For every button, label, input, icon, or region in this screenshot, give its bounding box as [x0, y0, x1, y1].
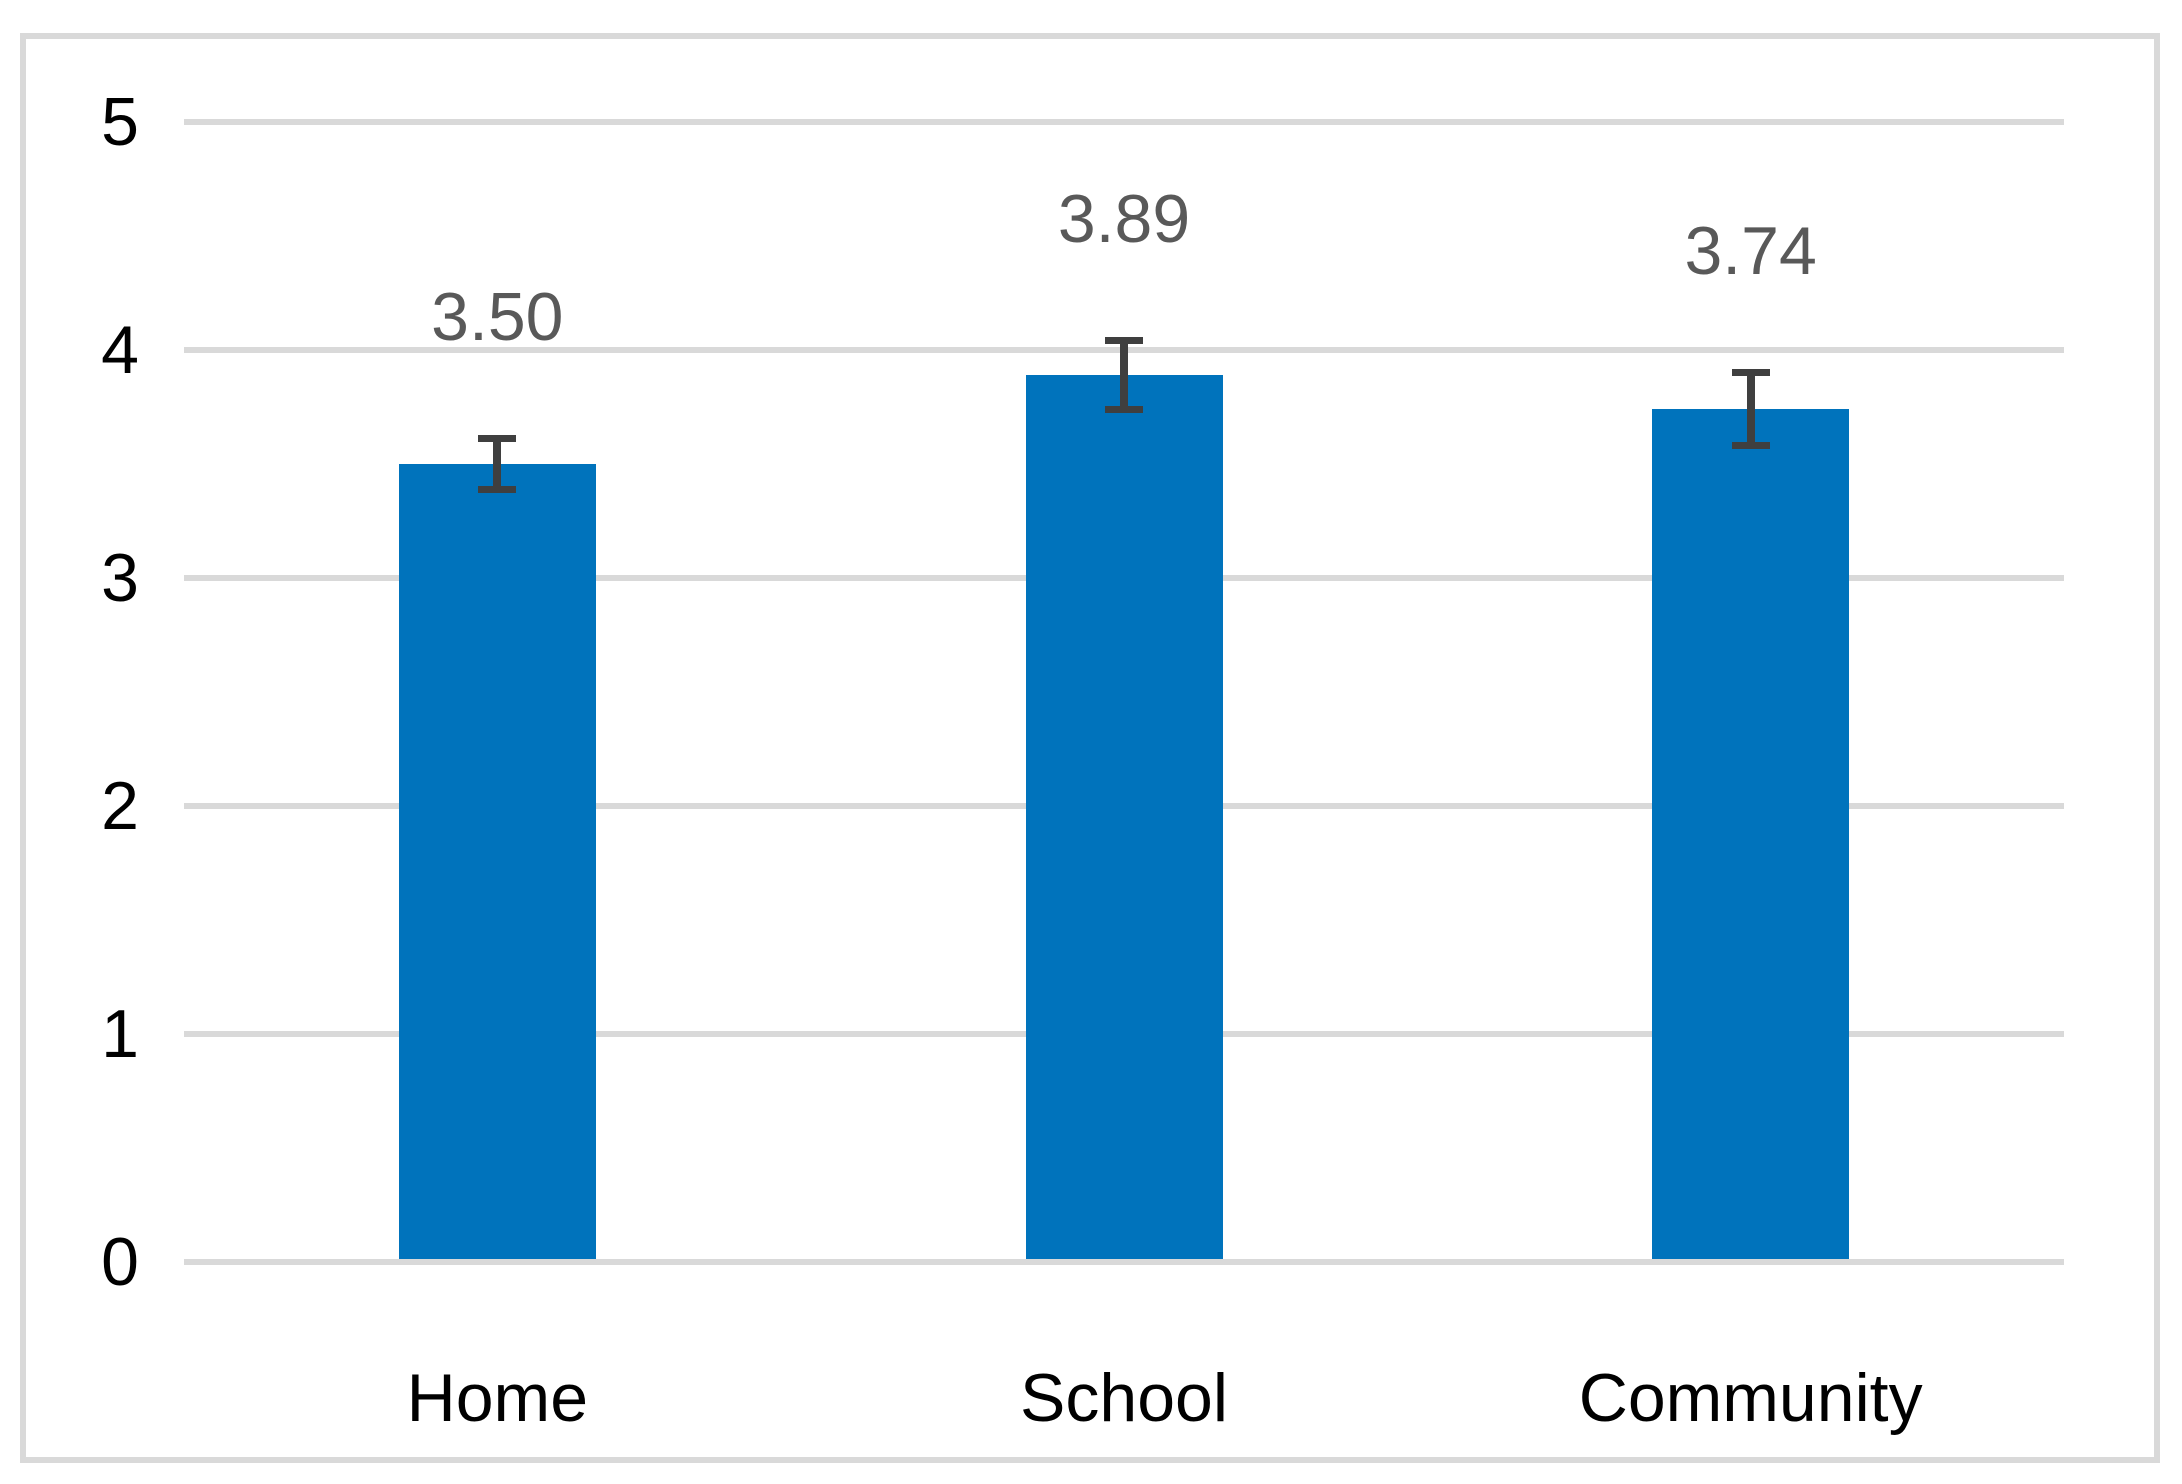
y-axis-tick-label-0: 0 [101, 1224, 139, 1300]
gridline-y-5 [184, 119, 2064, 125]
y-axis-tick-label-5: 5 [101, 84, 139, 160]
error-bar-cap-bottom-community [1731, 442, 1770, 450]
data-label-community: 3.74 [1684, 212, 1817, 289]
error-bar-cap-bottom-home [478, 485, 517, 493]
error-bar-cap-top-community [1731, 369, 1770, 377]
error-bar-line-school [1120, 340, 1128, 410]
data-label-home: 3.50 [431, 278, 564, 355]
x-axis-category-label-community: Community [1578, 1360, 1923, 1436]
error-bar-cap-top-home [478, 435, 517, 443]
error-bar-cap-bottom-school [1105, 405, 1143, 413]
chart-plot-frame: 0 1 2 3 4 5 3.50 3.89 3.74 Home School Community [20, 33, 2160, 1463]
x-axis-category-label-school: School [1020, 1360, 1228, 1436]
bar-home [398, 464, 596, 1259]
gridline-y-0 [184, 1259, 2064, 1265]
x-axis-category-label-home: Home [406, 1360, 589, 1436]
y-axis-tick-label-2: 2 [101, 768, 139, 844]
data-label-school: 3.89 [1057, 180, 1191, 257]
bar-school [1025, 375, 1223, 1259]
bar-community [1652, 409, 1850, 1259]
y-axis-tick-label-4: 4 [101, 312, 139, 388]
y-axis-tick-label-3: 3 [101, 540, 139, 616]
error-bar-line-home [493, 438, 502, 490]
y-axis-tick-label-1: 1 [101, 996, 139, 1072]
error-bar-cap-top-school [1105, 337, 1143, 345]
error-bar-line-community [1746, 372, 1755, 446]
